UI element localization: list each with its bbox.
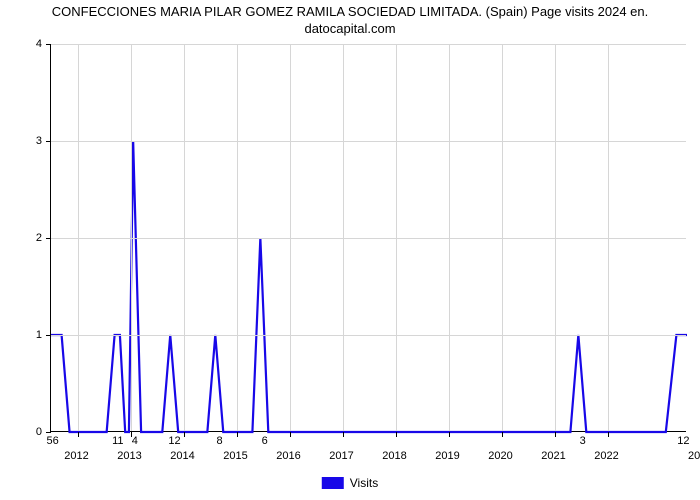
secondary-x-label: 11 (112, 435, 123, 447)
y-tick-label: 3 (24, 135, 42, 147)
grid-line-v (78, 44, 79, 431)
grid-line-v (290, 44, 291, 431)
x-tick-label: 2020 (488, 450, 512, 462)
x-tick-label: 2016 (276, 450, 300, 462)
secondary-x-label: 4 (132, 435, 138, 447)
visits-line-path (51, 141, 687, 432)
secondary-x-label: 12 (677, 435, 689, 447)
x-tick-mark (608, 432, 609, 437)
x-tick-mark (396, 432, 397, 437)
grid-line-v (396, 44, 397, 431)
x-tick-label: 2018 (382, 450, 406, 462)
chart-title: CONFECCIONES MARIA PILAR GOMEZ RAMILA SO… (0, 4, 700, 38)
x-tick-mark (184, 432, 185, 437)
y-tick-mark (46, 335, 51, 336)
grid-line-v (131, 44, 132, 431)
secondary-x-label: 8 (217, 435, 223, 447)
legend-label: Visits (350, 476, 378, 490)
x-tick-label-edge: 202 (688, 450, 700, 462)
x-tick-mark (78, 432, 79, 437)
legend-swatch (322, 477, 344, 489)
grid-line-v (237, 44, 238, 431)
x-tick-label: 2015 (223, 450, 247, 462)
x-tick-label: 2022 (594, 450, 618, 462)
grid-line-v (184, 44, 185, 431)
x-tick-mark (449, 432, 450, 437)
x-tick-mark (502, 432, 503, 437)
x-tick-mark (237, 432, 238, 437)
grid-line-h (51, 141, 686, 142)
plot-area (50, 44, 686, 432)
x-tick-label: 2019 (435, 450, 459, 462)
x-tick-mark (290, 432, 291, 437)
x-tick-mark (343, 432, 344, 437)
y-tick-label: 1 (24, 329, 42, 341)
x-tick-label: 2013 (117, 450, 141, 462)
chart-title-line1: CONFECCIONES MARIA PILAR GOMEZ RAMILA SO… (52, 4, 648, 19)
grid-line-v (555, 44, 556, 431)
grid-line-h (51, 238, 686, 239)
secondary-x-label: 3 (580, 435, 586, 447)
grid-line-h (51, 44, 686, 45)
secondary-x-label: 12 (168, 435, 180, 447)
x-tick-label: 2021 (541, 450, 565, 462)
grid-line-v (449, 44, 450, 431)
y-tick-label: 2 (24, 232, 42, 244)
x-tick-label: 2014 (170, 450, 194, 462)
secondary-x-label: 6 (262, 435, 268, 447)
grid-line-v (608, 44, 609, 431)
y-tick-mark (46, 141, 51, 142)
grid-line-v (343, 44, 344, 431)
y-tick-label: 0 (24, 426, 42, 438)
y-tick-label: 4 (24, 38, 42, 50)
secondary-x-label: 56 (47, 435, 59, 447)
x-tick-label: 2012 (64, 450, 88, 462)
grid-line-h (51, 335, 686, 336)
x-tick-label: 2017 (329, 450, 353, 462)
grid-line-v (502, 44, 503, 431)
x-tick-mark (555, 432, 556, 437)
y-tick-mark (46, 238, 51, 239)
y-tick-mark (46, 432, 51, 433)
legend: Visits (322, 476, 378, 490)
y-tick-mark (46, 44, 51, 45)
chart-title-line2: datocapital.com (304, 21, 395, 36)
